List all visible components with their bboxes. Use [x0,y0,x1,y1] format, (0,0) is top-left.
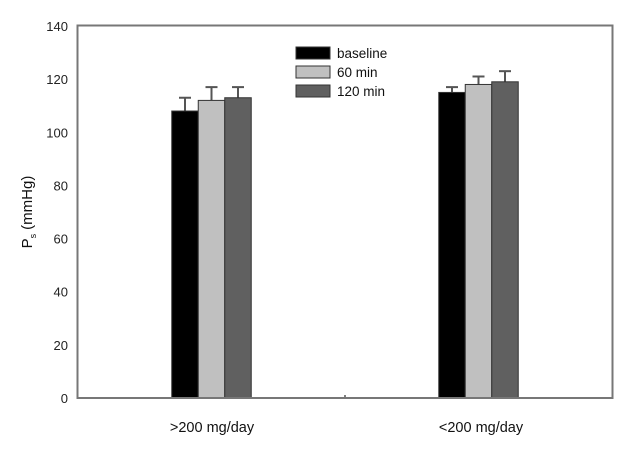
y-tick-label: 100 [46,125,68,140]
x-axis: >200 mg/day <200 mg/day [170,420,524,436]
legend-swatch-120min [295,84,331,98]
legend-swatch-60min [295,65,331,79]
y-tick-label: 0 [61,391,68,406]
y-tick-label: 120 [46,72,68,87]
y-tick-label: 80 [54,178,68,193]
bars-layer [171,70,519,399]
bar-60-min [197,99,226,399]
y-axis-label-subscript: s [28,233,38,238]
legend-label: baseline [337,46,387,61]
category-label: >200 mg/day [170,420,255,436]
y-tick-label: 140 [46,19,68,34]
category-label: <200 mg/day [439,420,524,436]
bar-baseline [171,110,199,399]
y-tick-label: 20 [54,338,68,353]
y-tick-label: 40 [54,285,68,300]
y-tick-label: 60 [54,232,68,247]
y-axis-label-units: (mmHg) [19,176,36,230]
y-axis: 0 20 40 60 80 100 120 140 [46,19,68,406]
legend: baseline 60 min 120 min [295,46,387,99]
y-axis-label: P [19,238,36,248]
plot-frame [76,24,614,399]
legend-label: 120 min [337,84,385,99]
bar-120-min [491,81,519,399]
bar-60-min [464,83,493,399]
bar-baseline [438,91,466,399]
legend-label: 60 min [337,65,378,80]
svg-text:Ps(mmHg): Ps (mmHg) [19,176,38,249]
bar-120-min [224,97,252,399]
legend-swatch-baseline [295,46,331,60]
y-axis-title: Ps (mmHg) [19,176,38,249]
